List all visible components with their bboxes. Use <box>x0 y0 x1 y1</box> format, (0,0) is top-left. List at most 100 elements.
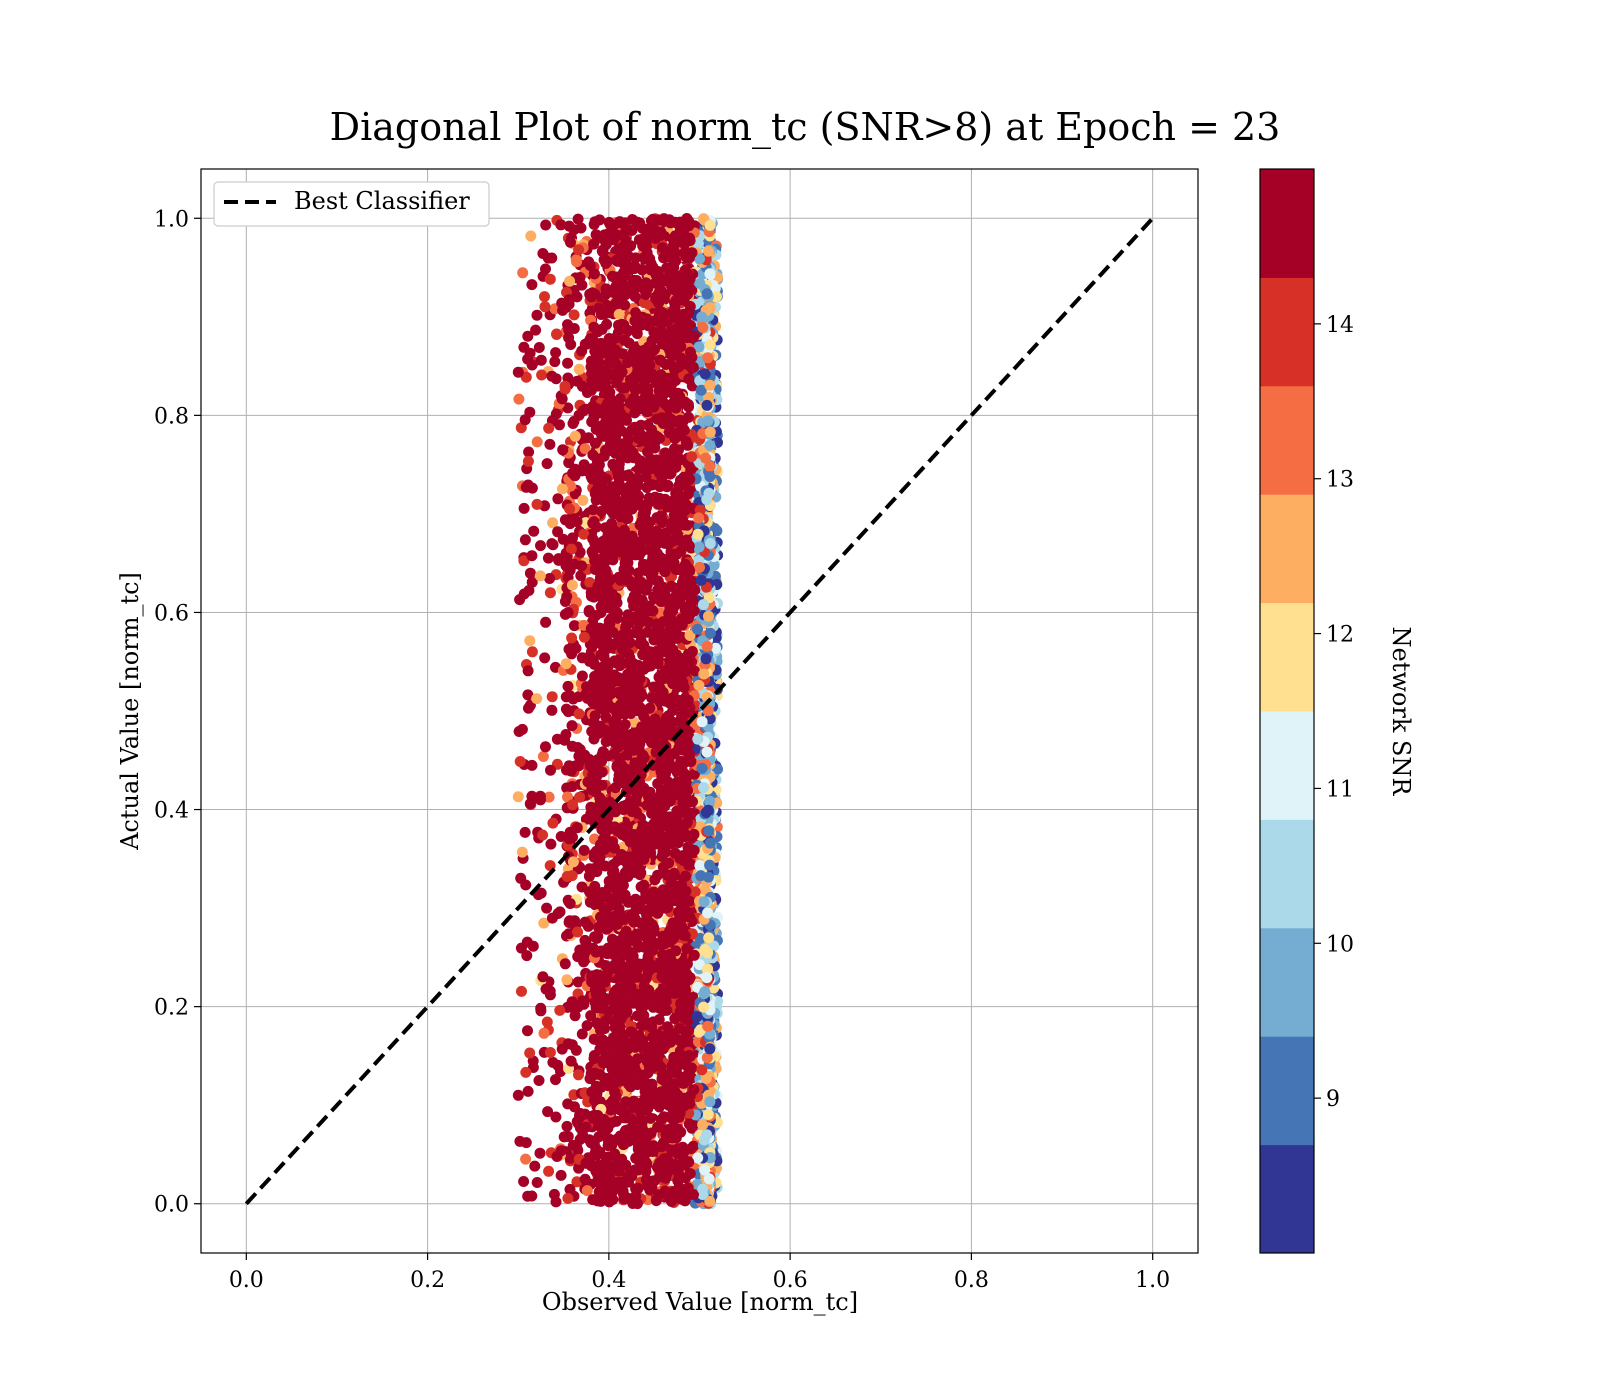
scatter-point <box>565 236 576 248</box>
scatter-point <box>697 1183 709 1195</box>
scatter-point <box>544 438 556 450</box>
scatter-point <box>702 705 714 717</box>
scatter-point <box>704 379 716 391</box>
scatter-point <box>576 881 588 893</box>
scatter-point <box>688 768 700 780</box>
scatter-point <box>536 369 548 381</box>
scatter-point <box>541 902 553 914</box>
scatter-point <box>562 402 574 414</box>
scatter-point <box>619 334 630 346</box>
scatter-point <box>700 807 712 818</box>
scatter-point <box>526 646 538 658</box>
scatter-point <box>540 616 552 628</box>
scatter-point <box>516 985 527 997</box>
scatter-point <box>585 623 597 634</box>
scatter-point <box>566 648 578 660</box>
scatter-point <box>561 591 573 603</box>
scatter-point <box>556 393 568 405</box>
scatter-point <box>566 1039 578 1051</box>
scatter-point <box>560 658 572 670</box>
scatter-point <box>622 851 634 863</box>
scatter-point <box>704 219 716 231</box>
scatter-point <box>587 769 599 781</box>
scatter-point <box>664 602 676 614</box>
scatter-point <box>698 782 709 794</box>
scatter-point <box>704 1096 716 1108</box>
scatter-point <box>538 917 550 929</box>
scatter-point <box>534 1147 546 1159</box>
scatter-point <box>563 833 575 845</box>
scatter-point <box>638 879 650 891</box>
scatter-point <box>544 573 556 584</box>
scatter-point <box>702 1109 714 1120</box>
scatter-point <box>698 1001 710 1013</box>
scatter-point <box>692 1152 704 1164</box>
scatter-point <box>515 942 527 954</box>
scatter-point <box>703 825 715 837</box>
scatter-point <box>530 324 542 336</box>
scatter-point <box>702 1020 714 1032</box>
scatter-point <box>617 348 629 360</box>
scatter-point <box>703 610 714 622</box>
scatter-point <box>557 533 569 545</box>
scatter-point <box>698 896 710 908</box>
scatter-point <box>704 795 716 807</box>
scatter-point <box>604 386 616 398</box>
scatter-point <box>692 733 704 745</box>
scatter-point <box>684 630 696 641</box>
scatter-point <box>703 1173 715 1185</box>
scatter-point <box>554 1004 566 1016</box>
scatter-point <box>566 870 578 882</box>
scatter-point <box>560 301 572 313</box>
scatter-point <box>702 907 714 919</box>
scatter-point <box>589 931 601 943</box>
scatter-point <box>609 806 621 818</box>
scatter-point <box>540 219 552 231</box>
scatter-point <box>643 492 655 504</box>
scatter-point <box>643 984 655 996</box>
scatter-point <box>564 503 576 515</box>
scatter-point <box>535 887 547 899</box>
scatter-point <box>574 546 586 558</box>
scatter-point <box>524 798 536 810</box>
scatter-point <box>638 1010 650 1021</box>
scatter-point <box>567 799 579 811</box>
scatter-point <box>518 341 530 353</box>
scatter-point <box>704 426 716 438</box>
scatter-point <box>672 387 684 399</box>
scatter-point <box>695 384 707 396</box>
scatter-point <box>645 1112 657 1124</box>
scatter-point <box>694 859 706 871</box>
scatter-point <box>696 762 708 774</box>
scatter-point <box>682 809 694 821</box>
scatter-point <box>638 941 650 953</box>
scatter-point <box>657 686 669 698</box>
scatter-point <box>577 494 589 506</box>
scatter-point <box>559 514 571 526</box>
scatter-point <box>691 1011 703 1023</box>
scatter-point <box>692 528 704 540</box>
scatter-point <box>570 254 582 266</box>
scatter-point <box>531 309 543 321</box>
chart-title: Diagonal Plot of norm_tc (SNR>8) at Epoc… <box>330 105 1281 150</box>
scatter-point <box>567 1139 579 1151</box>
scatter-point <box>522 1190 534 1202</box>
scatter-point <box>704 627 716 639</box>
scatter-point <box>572 213 584 225</box>
scatter-point <box>693 541 705 553</box>
scatter-point <box>618 524 630 536</box>
scatter-point <box>567 532 578 544</box>
scatter-point <box>514 756 526 767</box>
scatter-point <box>684 1066 695 1078</box>
scatter-point <box>701 288 713 300</box>
scatter-point <box>559 958 571 970</box>
scatter-point <box>512 366 524 378</box>
scatter-point <box>549 356 561 368</box>
scatter-point <box>535 1002 547 1014</box>
scatter-point <box>677 1141 689 1153</box>
scatter-point <box>696 311 708 323</box>
scatter-point <box>590 229 602 241</box>
scatter-point <box>702 245 714 257</box>
scatter-point <box>682 844 694 856</box>
scatter-point <box>585 801 597 813</box>
